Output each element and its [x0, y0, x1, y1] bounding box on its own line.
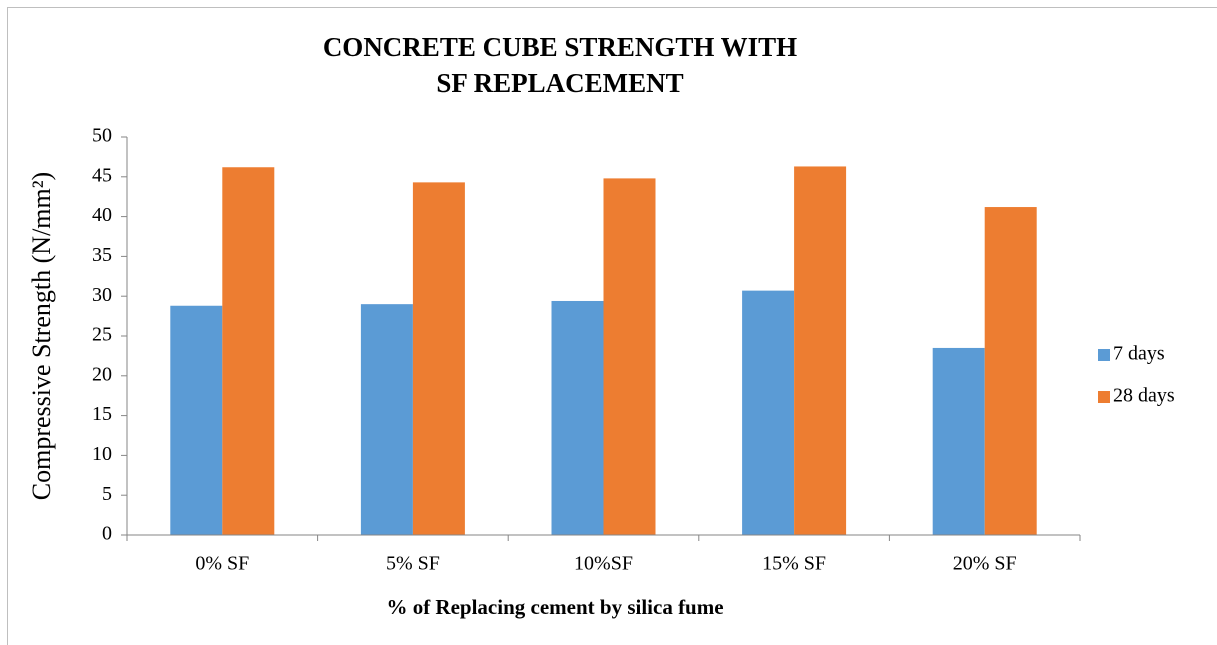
- bar: [551, 300, 604, 535]
- y-tick-label: 50: [92, 125, 112, 147]
- legend-swatch: [1098, 349, 1110, 361]
- chart-title: CONCRETE CUBE STRENGTH WITH: [323, 32, 797, 62]
- y-tick-label: 40: [92, 204, 112, 226]
- x-tick-label: 20% SF: [953, 553, 1017, 575]
- legend-swatch: [1098, 391, 1110, 403]
- y-tick-label: 45: [92, 164, 112, 186]
- x-tick-label: 5% SF: [386, 553, 440, 575]
- chart-border: [7, 7, 1217, 645]
- bar: [932, 347, 985, 535]
- bar: [360, 304, 413, 535]
- x-axis-label: % of Replacing cement by silica fume: [386, 595, 723, 619]
- bar: [170, 305, 223, 535]
- y-tick-label: 30: [92, 284, 112, 306]
- y-axis-label: Compressive Strength (N/mm²): [27, 172, 56, 500]
- chart-title: SF REPLACEMENT: [436, 68, 683, 98]
- x-tick-label: 0% SF: [195, 553, 249, 575]
- y-tick-label: 20: [92, 363, 112, 385]
- legend-label: 7 days: [1113, 343, 1165, 365]
- y-tick-label: 10: [92, 443, 112, 465]
- bar: [603, 178, 656, 535]
- y-tick-label: 0: [102, 523, 112, 545]
- bar: [742, 290, 795, 535]
- bar: [222, 167, 275, 536]
- bar: [412, 182, 465, 535]
- y-tick-label: 5: [102, 483, 112, 505]
- legend-label: 28 days: [1113, 385, 1175, 407]
- y-tick-label: 35: [92, 244, 112, 266]
- bar: [984, 207, 1037, 535]
- y-tick-label: 25: [92, 324, 112, 346]
- x-tick-label: 15% SF: [762, 553, 826, 575]
- x-tick-label: 10%SF: [574, 553, 633, 575]
- y-tick-label: 15: [92, 403, 112, 425]
- bar: [794, 166, 847, 535]
